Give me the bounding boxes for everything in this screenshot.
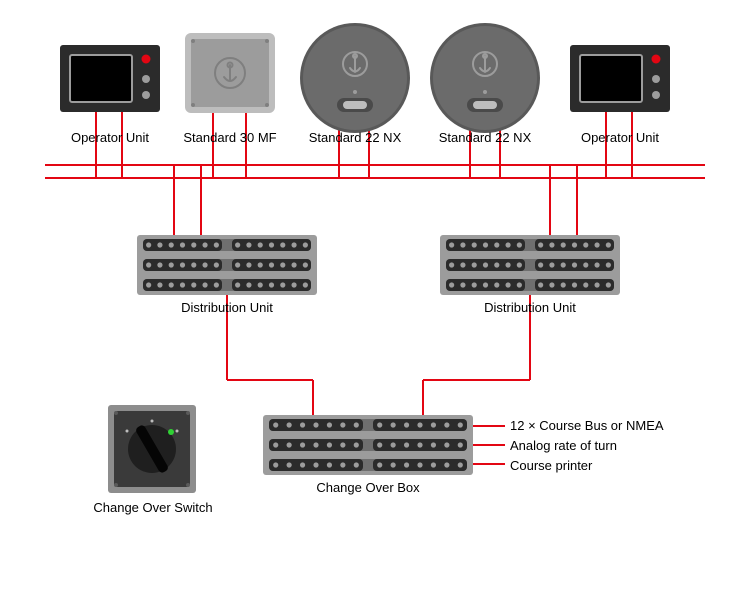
label-op-unit-left: Operator Unit <box>50 130 170 145</box>
label-co-box: Change Over Box <box>263 480 473 495</box>
label-output-1: 12 × Course Bus or NMEA <box>510 418 664 433</box>
label-dist-left: Distribution Unit <box>137 300 317 315</box>
label-op-unit-right: Operator Unit <box>560 130 680 145</box>
label-dist-right: Distribution Unit <box>440 300 620 315</box>
label-gyro-right: Standard 22 NX <box>430 130 540 145</box>
label-co-switch: Change Over Switch <box>78 500 228 515</box>
label-output-3: Course printer <box>510 458 592 473</box>
label-output-2: Analog rate of turn <box>510 438 617 453</box>
label-gyro-left: Standard 22 NX <box>300 130 410 145</box>
label-std30: Standard 30 MF <box>170 130 290 145</box>
